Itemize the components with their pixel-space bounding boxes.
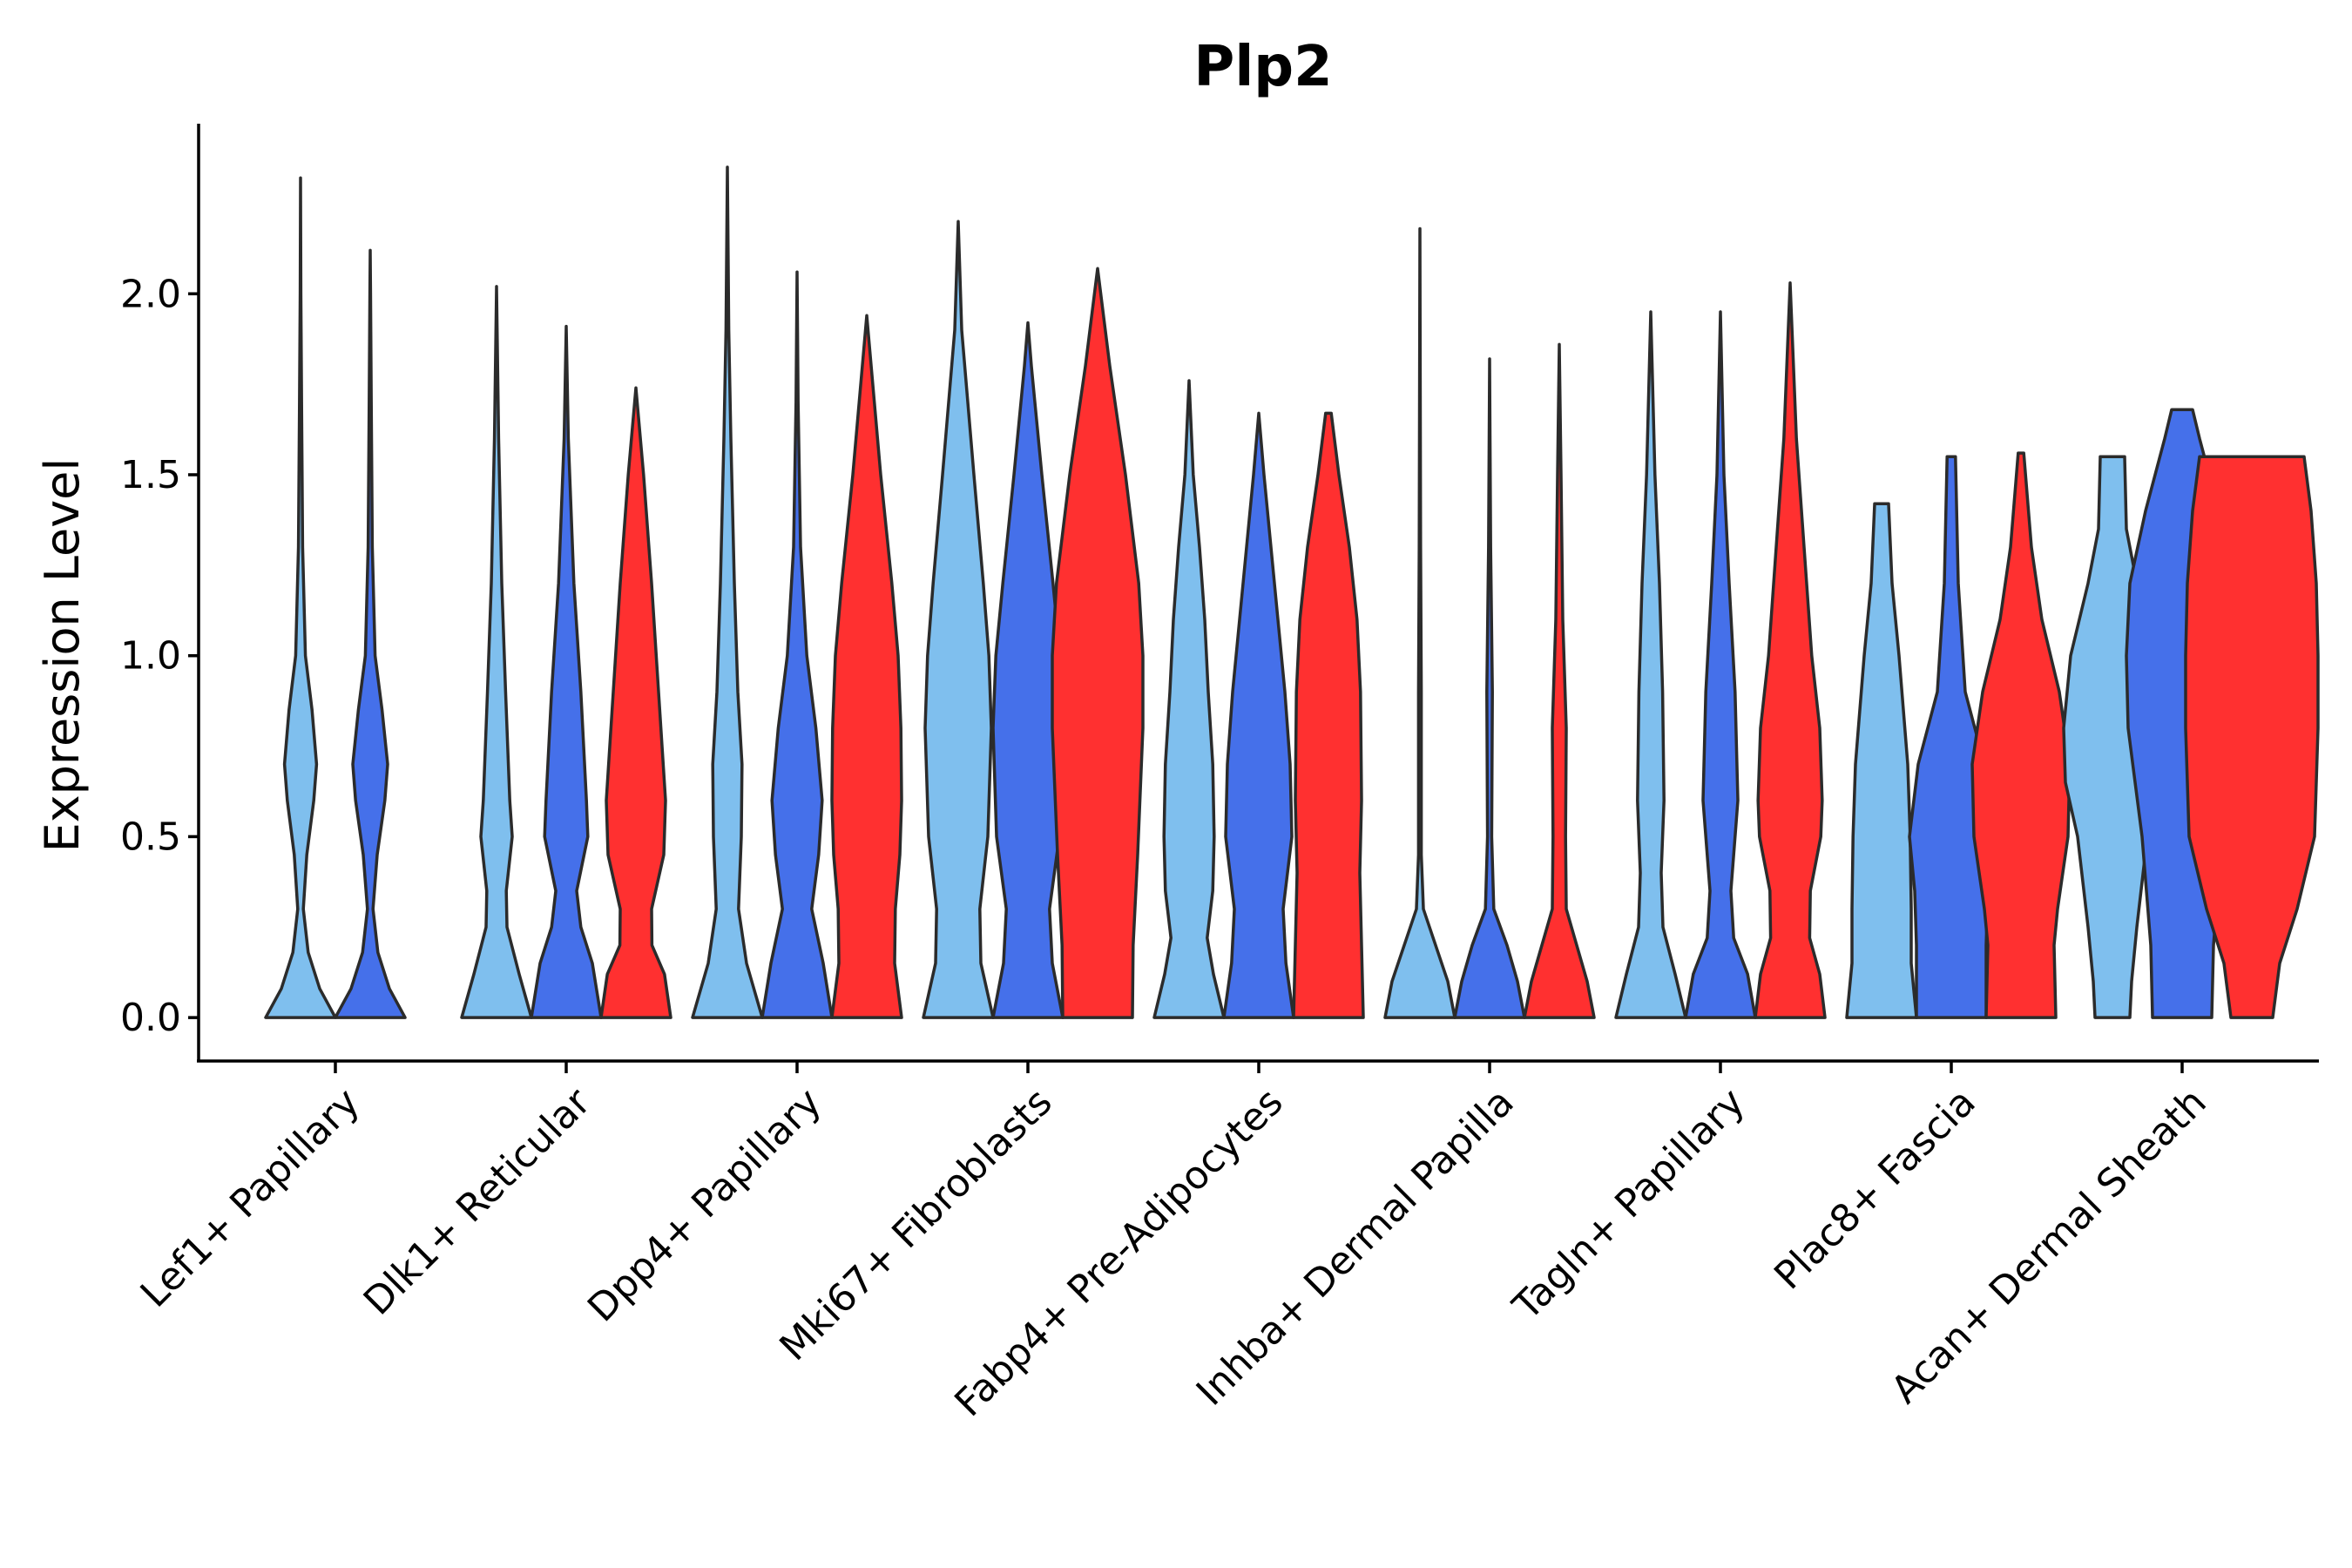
x-tick-label: Plac8+ Fascia bbox=[1766, 1080, 1984, 1299]
y-tick-label: 0.5 bbox=[120, 814, 181, 859]
violin-3-2 bbox=[760, 270, 834, 1019]
violin-7-3 bbox=[1754, 281, 1827, 1019]
y-tick-label: 1.0 bbox=[120, 634, 181, 679]
violin-1-2 bbox=[334, 248, 407, 1019]
violin-8-1 bbox=[1845, 502, 1918, 1019]
violin-4-1 bbox=[922, 220, 995, 1019]
x-tick-label: Tagln+ Papillary bbox=[1504, 1080, 1754, 1329]
y-tick-label: 2.0 bbox=[120, 272, 181, 316]
violins-layer bbox=[264, 166, 2320, 1019]
violin-1-1 bbox=[264, 176, 337, 1019]
violin-4-3 bbox=[1051, 267, 1145, 1019]
y-tick-label: 1.5 bbox=[120, 453, 181, 497]
violin-2-3 bbox=[599, 386, 672, 1019]
violin-6-2 bbox=[1453, 357, 1526, 1019]
violin-3-1 bbox=[691, 166, 764, 1019]
violin-2-1 bbox=[460, 285, 533, 1019]
violin-5-2 bbox=[1222, 411, 1295, 1019]
violin-5-1 bbox=[1152, 379, 1226, 1019]
violin-6-3 bbox=[1523, 342, 1596, 1019]
y-axis-label: Expression Level bbox=[35, 458, 90, 853]
violin-7-1 bbox=[1614, 310, 1687, 1019]
chart-title: Plp2 bbox=[1193, 35, 1332, 99]
violin-9-3 bbox=[2184, 455, 2320, 1019]
y-tick-label: 0.0 bbox=[120, 996, 181, 1040]
violin-2-2 bbox=[530, 324, 603, 1019]
violin-7-2 bbox=[1684, 310, 1757, 1019]
violin-5-3 bbox=[1292, 411, 1365, 1019]
violin-6-1 bbox=[1383, 226, 1456, 1019]
violin-3-3 bbox=[830, 314, 903, 1019]
x-tick-label: Dpp4+ Papillary bbox=[579, 1080, 830, 1331]
x-tick-label: Dlk1+ Reticular bbox=[355, 1079, 600, 1324]
x-tick-label: Lef1+ Papillary bbox=[132, 1080, 368, 1316]
violin-8-3 bbox=[1970, 451, 2072, 1019]
y-ticks-layer: 0.0 0.5 1.0 1.5 2.0 bbox=[120, 272, 199, 1040]
